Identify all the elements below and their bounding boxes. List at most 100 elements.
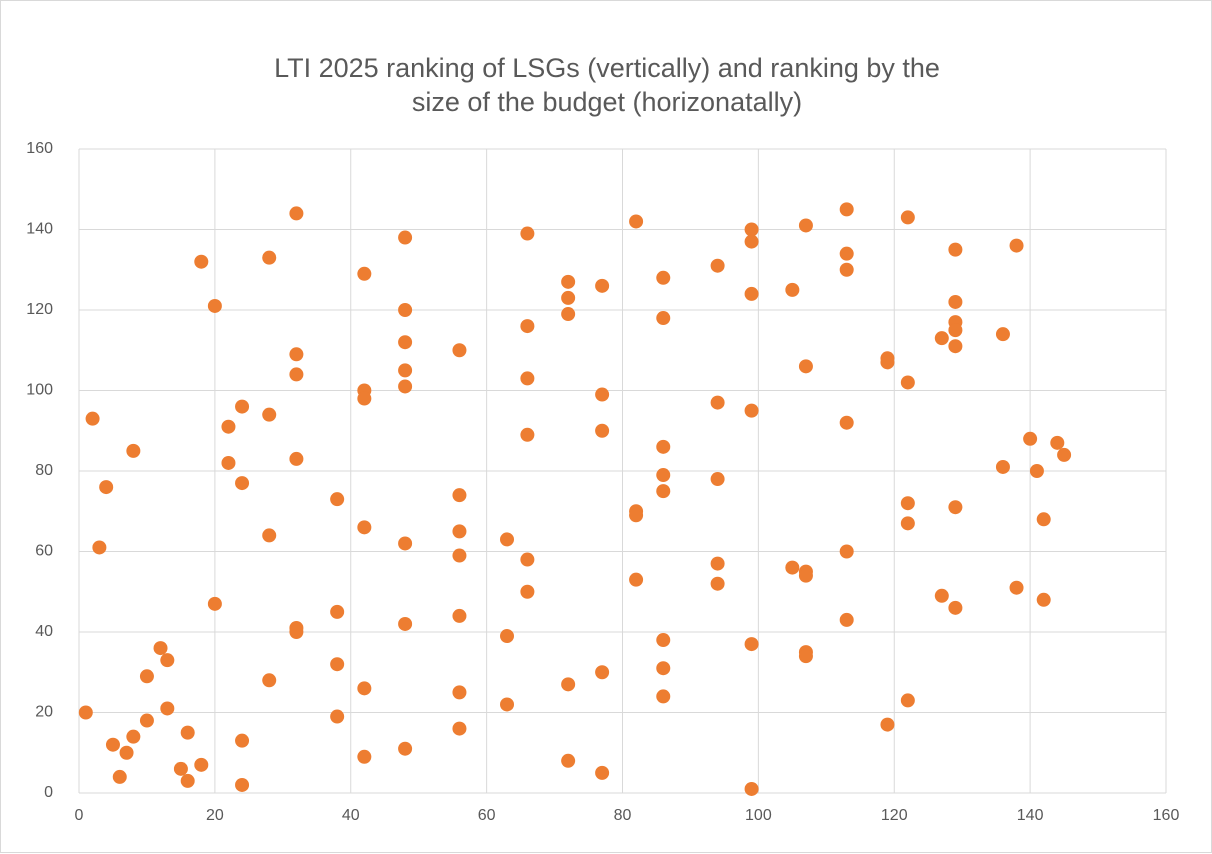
- point: [289, 206, 304, 221]
- point: [452, 685, 467, 700]
- point: [398, 363, 413, 378]
- point: [262, 407, 277, 422]
- point: [126, 729, 141, 744]
- point: [798, 568, 813, 583]
- point: [160, 701, 175, 716]
- point: [1036, 592, 1051, 607]
- point: [500, 697, 515, 712]
- point: [839, 262, 854, 277]
- point: [744, 403, 759, 418]
- point: [995, 459, 1010, 474]
- point: [900, 516, 915, 531]
- point: [139, 713, 154, 728]
- point: [289, 347, 304, 362]
- point: [452, 548, 467, 563]
- point: [839, 202, 854, 217]
- point: [452, 721, 467, 736]
- point: [1036, 512, 1051, 527]
- point: [452, 524, 467, 539]
- point: [839, 544, 854, 559]
- point: [452, 488, 467, 503]
- point: [948, 294, 963, 309]
- point: [839, 415, 854, 430]
- point: [948, 323, 963, 338]
- point: [880, 355, 895, 370]
- point: [330, 709, 345, 724]
- y-tick-label: 60: [35, 543, 53, 560]
- point: [520, 226, 535, 241]
- point: [520, 552, 535, 567]
- point: [656, 468, 671, 483]
- y-tick-label: 120: [26, 301, 53, 318]
- point: [262, 250, 277, 265]
- x-tick-label: 80: [614, 807, 632, 824]
- x-tick-label: 20: [206, 807, 224, 824]
- point: [119, 745, 134, 760]
- point: [500, 532, 515, 547]
- point: [561, 290, 576, 305]
- point: [221, 455, 236, 470]
- point: [710, 472, 725, 487]
- point: [289, 451, 304, 466]
- point: [798, 218, 813, 233]
- point: [452, 343, 467, 358]
- point: [126, 443, 141, 458]
- point: [744, 781, 759, 796]
- point: [173, 761, 188, 776]
- point: [262, 673, 277, 688]
- point: [357, 749, 372, 764]
- point: [710, 258, 725, 273]
- chart-title: LTI 2025 ranking of LSGs (vertically) an…: [274, 53, 940, 117]
- point: [595, 387, 610, 402]
- x-tick-label: 40: [342, 807, 360, 824]
- point: [398, 379, 413, 394]
- point: [330, 657, 345, 672]
- point: [595, 423, 610, 438]
- point: [112, 769, 127, 784]
- point: [561, 274, 576, 289]
- point: [798, 359, 813, 374]
- point: [99, 480, 114, 495]
- y-tick-label: 80: [35, 462, 53, 479]
- point: [948, 600, 963, 615]
- point: [289, 625, 304, 639]
- point: [357, 391, 372, 406]
- point: [656, 311, 671, 326]
- point: [995, 327, 1010, 342]
- point: [398, 616, 413, 631]
- point: [180, 773, 195, 788]
- point: [1057, 447, 1072, 462]
- point: [900, 496, 915, 511]
- point: [595, 765, 610, 780]
- point: [785, 560, 800, 575]
- point: [153, 641, 168, 656]
- point: [629, 214, 644, 229]
- point: [1023, 431, 1038, 446]
- point: [235, 476, 250, 491]
- point: [330, 604, 345, 619]
- point: [656, 484, 671, 499]
- point: [839, 246, 854, 261]
- x-tick-label: 160: [1153, 807, 1180, 824]
- point: [656, 270, 671, 285]
- point: [289, 367, 304, 382]
- point: [520, 427, 535, 442]
- point: [78, 705, 93, 720]
- point: [398, 230, 413, 245]
- point: [798, 649, 813, 664]
- point: [194, 757, 209, 772]
- point: [235, 777, 250, 792]
- point: [221, 419, 236, 434]
- point: [194, 254, 209, 269]
- point: [880, 717, 895, 732]
- point: [207, 596, 222, 611]
- point: [561, 677, 576, 692]
- y-tick-label: 20: [35, 704, 53, 721]
- point: [934, 588, 949, 603]
- x-tick-label: 0: [75, 807, 84, 824]
- point: [744, 286, 759, 301]
- point: [1009, 238, 1024, 253]
- point: [629, 572, 644, 587]
- point: [710, 556, 725, 571]
- point: [948, 242, 963, 257]
